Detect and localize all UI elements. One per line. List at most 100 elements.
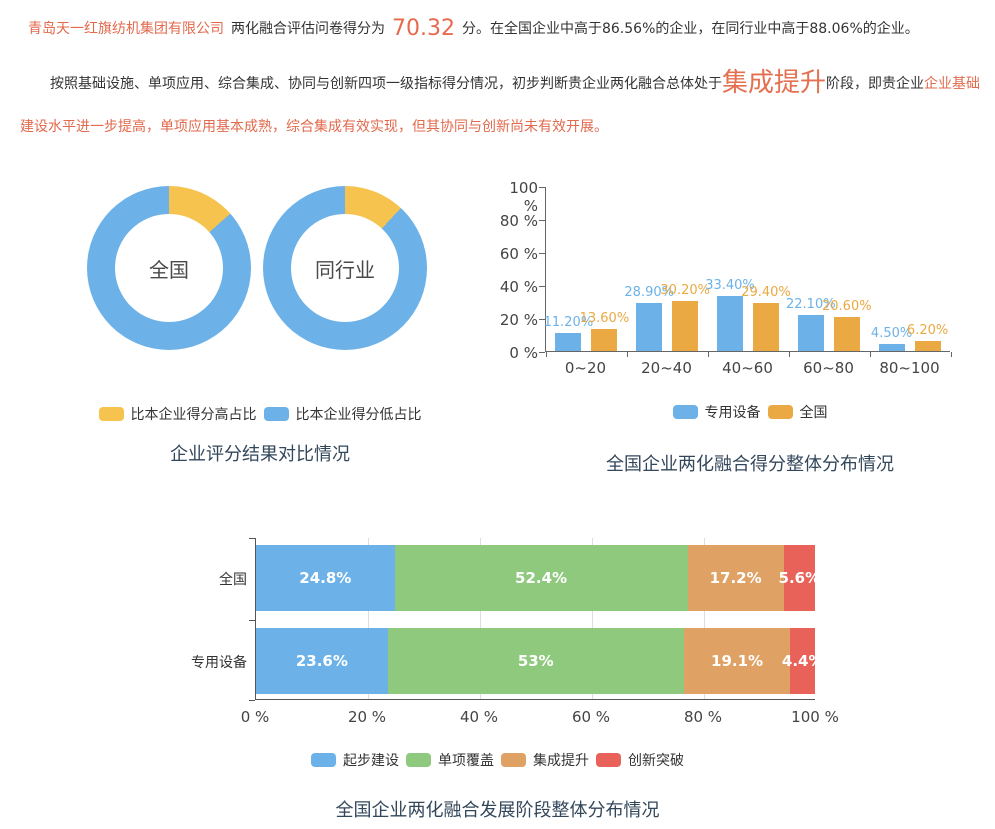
row-label: 专用设备	[191, 655, 247, 671]
gridline	[592, 538, 593, 699]
pie-legend: 比本企业得分高占比 比本企业得分低占比	[0, 404, 520, 424]
bar-value-label: 20.60%	[821, 299, 872, 315]
company-name: 青岛天一红旗纺机集团有限公司	[28, 21, 224, 37]
x-axis-label: 80 %	[683, 708, 723, 726]
bar: 28.90%	[624, 285, 674, 351]
legend-label: 单项覆盖	[438, 753, 494, 769]
legend-item[interactable]: 全国	[767, 402, 828, 422]
bar: 30.20%	[660, 283, 710, 351]
category-axis-tick	[249, 620, 255, 621]
stacked-segment: 52.4%	[394, 545, 688, 611]
summary-text-mid: 两化融合评估问卷得分为	[231, 21, 385, 37]
legend-item[interactable]: 创新突破	[596, 750, 684, 770]
x-axis-tick	[626, 352, 628, 357]
segment-value-label: 17.2%	[709, 569, 762, 587]
bar-value-label: 22.10%	[785, 296, 836, 312]
segment-value-label: 19.1%	[711, 652, 764, 670]
legend-label: 起步建设	[343, 753, 399, 769]
stacked-row: 24.8% 52.4% 17.2% 5.6%	[256, 545, 820, 611]
y-axis-tick	[539, 220, 545, 221]
segment-value-label: 23.6%	[295, 652, 348, 670]
y-axis-tick	[539, 319, 545, 320]
y-axis-tick	[539, 352, 545, 353]
bar-value-label: 33.40%	[705, 277, 755, 293]
legend-label: 集成提升	[533, 753, 589, 769]
donut-label-industry: 同行业	[291, 214, 399, 322]
legend-item[interactable]: 单项覆盖	[406, 750, 494, 770]
x-axis-tick	[707, 352, 709, 357]
bar: 6.20%	[907, 323, 948, 351]
legend-item[interactable]: 比本企业得分低占比	[263, 404, 422, 424]
x-axis-label: 40 %	[459, 708, 499, 726]
x-axis-tick	[869, 352, 871, 357]
category-axis-tick	[249, 700, 255, 701]
legend-swatch	[406, 753, 431, 767]
stacked-segment: 23.6%	[256, 628, 388, 694]
stage-text-mid: 阶段，即贵企业	[826, 76, 925, 92]
legend-swatch	[596, 753, 621, 767]
stage-name: 集成提升	[722, 68, 827, 98]
x-axis-tick	[950, 352, 952, 357]
y-axis-label: 100 %	[509, 179, 538, 215]
stage-chart-title: 全国企业两化融合发展阶段整体分布情况	[335, 800, 660, 821]
score-value: 70.32	[392, 16, 455, 41]
score-distribution-plot: 11.20% 13.60% 28.90% 30.20% 33.40% 29.40% 22.1…	[544, 187, 952, 357]
row-label: 全国	[219, 572, 247, 588]
donut-chart-industry: 同行业	[263, 186, 427, 350]
gridline	[368, 538, 369, 699]
stage-text-lead: 按照基础设施、单项应用、综合集成、协同与创新四项一级指标得分情况，初步判断贵企业…	[50, 76, 722, 92]
summary-text-tail: 分。在全国企业中高于86.56%的企业，在同行业中高于88.06%的企业。	[461, 21, 919, 37]
x-axis-label: 20 %	[347, 708, 387, 726]
legend-item[interactable]: 专用设备	[672, 402, 761, 422]
legend-label: 全国	[799, 405, 828, 421]
segment-value-label: 53%	[517, 652, 554, 670]
stacked-segment: 5.6%	[779, 545, 820, 611]
bar-group: 11.20% 13.60%	[544, 187, 629, 351]
stacked-segment: 24.8%	[256, 545, 395, 611]
legend-item[interactable]: 起步建设	[311, 750, 399, 770]
bar-group: 22.10% 20.60%	[786, 187, 872, 351]
segment-value-label: 52.4%	[515, 569, 568, 587]
bar-group: 4.50% 6.20%	[869, 187, 950, 351]
x-axis-label: 0~20	[564, 359, 607, 377]
legend-label: 比本企业得分高占比	[130, 407, 257, 423]
gridline	[704, 538, 705, 699]
donut-label-national: 全国	[115, 214, 223, 322]
gridline	[480, 538, 481, 699]
legend-label: 专用设备	[704, 405, 761, 421]
bar-value-label: 30.20%	[660, 283, 710, 299]
legend-label: 比本企业得分低占比	[295, 407, 422, 423]
bar: 4.50%	[871, 326, 912, 351]
legend-swatch	[98, 407, 124, 421]
y-axis-label: 80 %	[499, 212, 538, 230]
stage-distribution-plot: 24.8% 52.4% 17.2% 5.6% 23.6% 53% 19.1% 4.4%	[255, 538, 824, 700]
bar-value-label: 6.20%	[906, 322, 949, 338]
legend-swatch	[311, 753, 336, 767]
donut-chart-national: 全国	[87, 186, 251, 350]
y-axis-label: 0 %	[509, 344, 538, 362]
bar-value-label: 28.90%	[624, 285, 674, 301]
y-axis-tick	[539, 286, 545, 287]
y-axis-tick	[539, 187, 545, 188]
legend-item[interactable]: 比本企业得分高占比	[98, 404, 257, 424]
y-axis-tick	[539, 253, 545, 254]
stage-distribution-x-axis: 0 % 20 % 40 % 60 % 80 % 100 %	[241, 708, 839, 728]
segment-value-label: 5.6%	[778, 569, 821, 587]
x-axis-label: 60 %	[571, 708, 611, 726]
x-axis-label: 20~40	[641, 359, 692, 377]
bar: 29.40%	[741, 285, 791, 351]
segment-value-label: 24.8%	[299, 569, 352, 587]
legend-swatch	[767, 405, 793, 419]
stacked-segment: 17.2%	[687, 545, 784, 611]
bar: 22.10%	[786, 297, 836, 351]
bar-value-label: 4.50%	[870, 325, 913, 341]
legend-swatch	[501, 753, 526, 767]
category-axis-tick	[249, 538, 255, 539]
x-axis-label: 60~80	[803, 359, 854, 377]
stage-paragraph: 按照基础设施、单项应用、综合集成、协同与创新四项一级指标得分情况，初步判断贵企业…	[20, 62, 985, 149]
legend-item[interactable]: 集成提升	[501, 750, 589, 770]
legend-swatch	[672, 405, 698, 419]
bar-group: 33.40% 29.40%	[705, 187, 791, 351]
x-axis-tick	[545, 352, 547, 357]
